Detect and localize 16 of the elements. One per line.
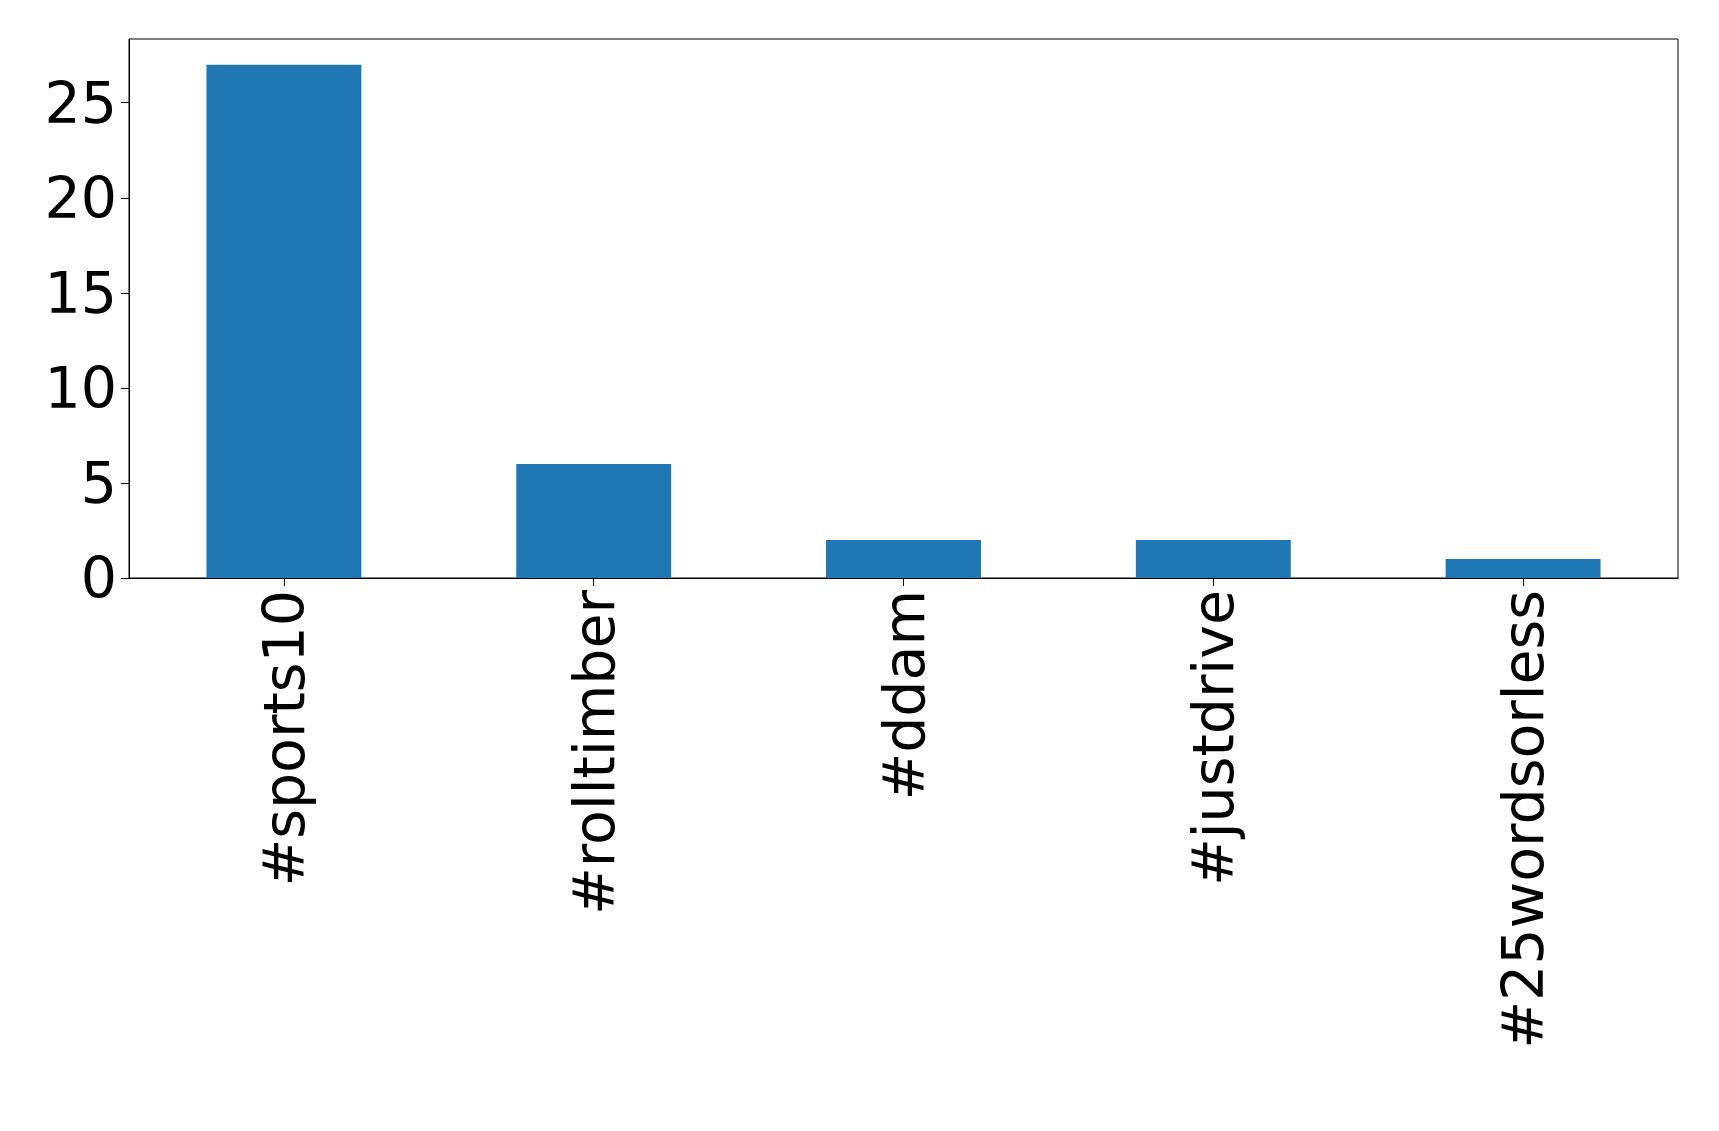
bar (1135, 539, 1291, 578)
bar (1445, 558, 1601, 578)
x-tick-label: #justdrive (1180, 590, 1247, 887)
x-tick-label: #ddam (870, 590, 937, 801)
y-tick-label: 25 (44, 69, 117, 136)
x-tick-label: #25wordsorless (1490, 590, 1557, 1049)
y-tick-label: 0 (80, 545, 117, 611)
bar (206, 64, 362, 578)
y-tick-label: 5 (80, 449, 117, 516)
y-tick-label: 20 (44, 164, 117, 231)
x-tick-label: #rolltimber (560, 589, 627, 915)
bar (516, 463, 672, 578)
x-tick-label: #sports10 (250, 590, 317, 887)
y-tick-label: 15 (44, 259, 117, 326)
y-tick-label: 10 (44, 354, 117, 421)
bar (826, 539, 981, 578)
